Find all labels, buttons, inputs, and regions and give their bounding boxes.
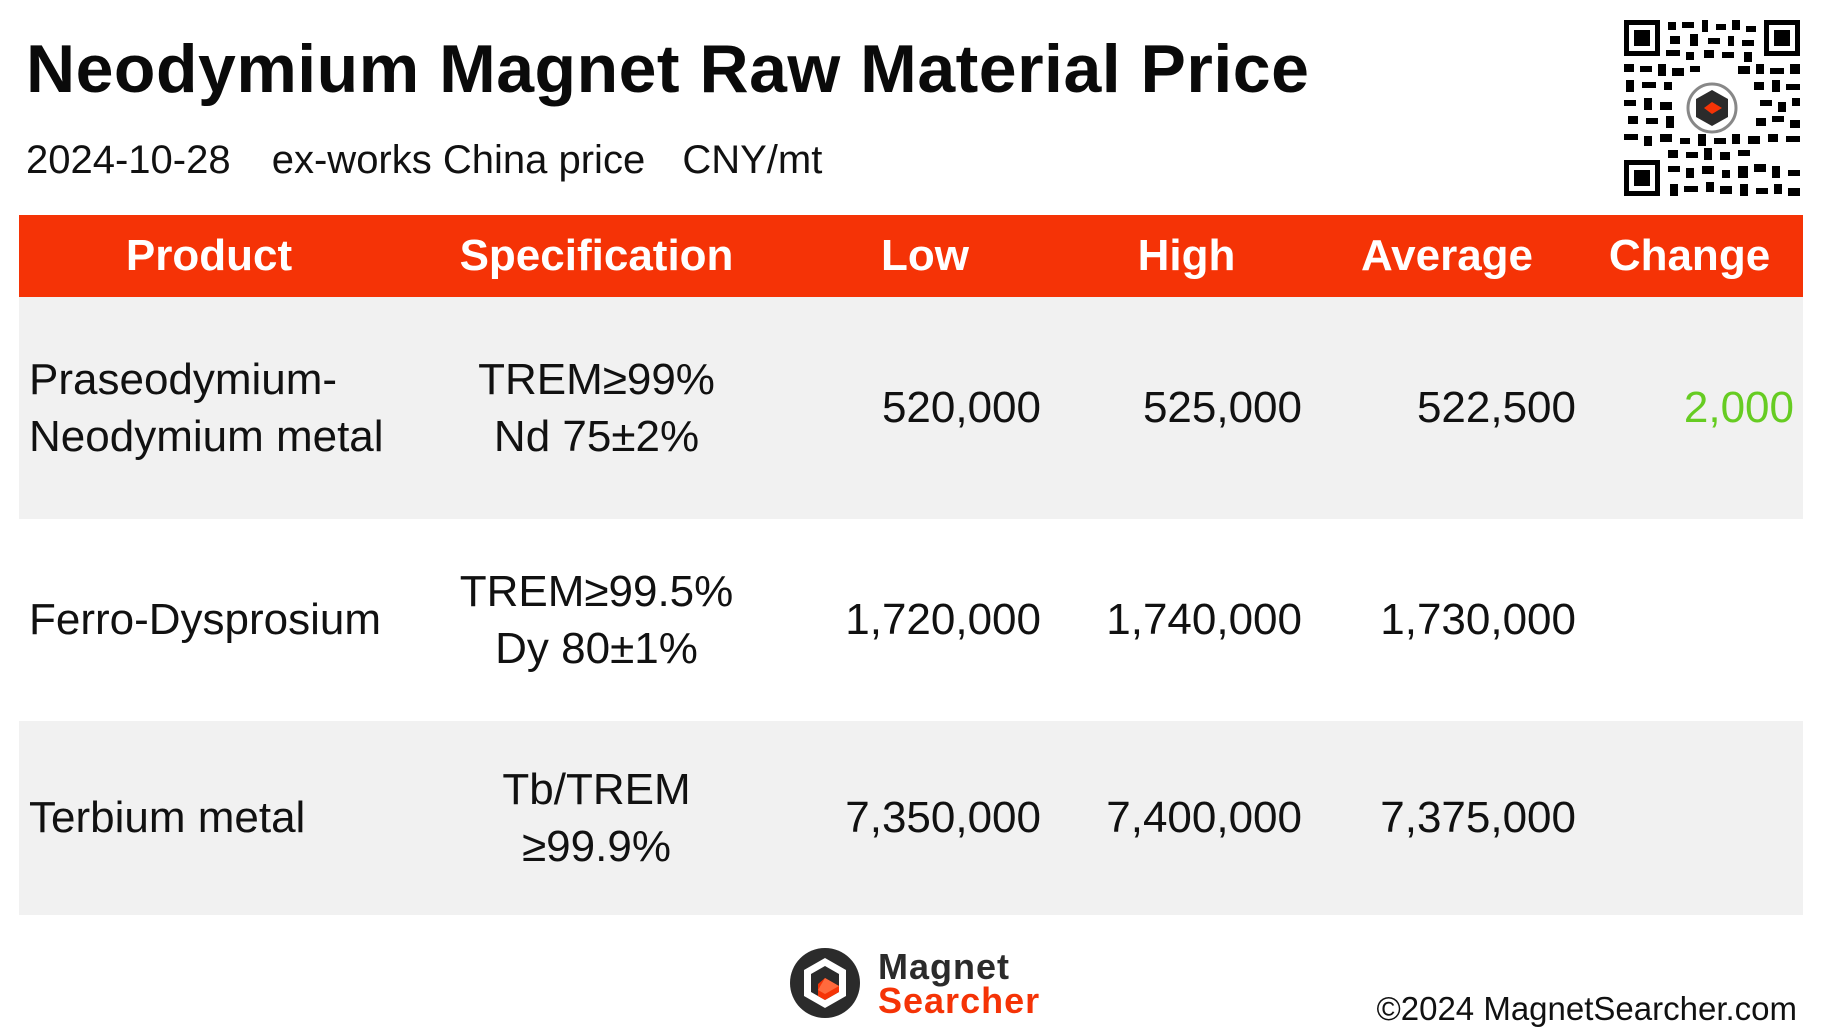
table-row: Terbium metal Tb/TREM ≥99.9% 7,350,000 7… [19, 721, 1803, 915]
price-date: 2024-10-28 [26, 138, 231, 182]
low-price: 520,000 [881, 383, 1041, 433]
product-cell: Terbium metal [29, 721, 429, 915]
table-row: Praseodymium- Neodymium metal TREM≥99% N… [19, 297, 1803, 519]
product-cell: Praseodymium- Neodymium metal [29, 297, 429, 519]
page-title: Neodymium Magnet Raw Material Price [26, 31, 1310, 107]
product-name-line1: Terbium metal [29, 793, 306, 843]
header-average: Average [1360, 231, 1534, 280]
subtitle: 2024-10-28 ex-works China price CNY/mt [26, 138, 848, 183]
low-price: 1,720,000 [845, 595, 1041, 645]
spec-line2: Dy 80±1% [495, 624, 698, 673]
spec-line2: Nd 75±2% [493, 412, 700, 461]
product-name-line2: Neodymium metal [29, 412, 384, 461]
table-row: Ferro-Dysprosium TREM≥99.5% Dy 80±1% 1,7… [19, 519, 1803, 721]
spec-line1: Tb/TREM [502, 764, 691, 814]
high-price: 7,400,000 [1106, 793, 1302, 843]
header-low: Low [881, 231, 969, 280]
average-price: 522,500 [1416, 383, 1576, 433]
high-price: 1,740,000 [1106, 595, 1302, 645]
header-product: Product [125, 231, 293, 280]
product-cell: Ferro-Dysprosium [29, 519, 429, 721]
spec-line1: TREM≥99% [478, 354, 715, 404]
header-high: High [1137, 231, 1236, 280]
high-price: 525,000 [1142, 383, 1302, 433]
magnet-searcher-logo-icon [790, 948, 860, 1018]
product-name-line1: Praseodymium- [29, 354, 338, 404]
average-price: 1,730,000 [1380, 595, 1576, 645]
spec-line2: ≥99.9% [522, 822, 671, 871]
table-header: Product Specification Low High Average C… [19, 215, 1803, 297]
header-change: Change [1608, 231, 1771, 280]
brand-name-line2: Searcher [878, 980, 1041, 1021]
brand-name-line1: Magnet [878, 946, 1010, 987]
price-change [1576, 519, 1794, 721]
price-basis: ex-works China price [271, 138, 646, 182]
product-name-line1: Ferro-Dysprosium [29, 595, 382, 645]
average-price: 7,375,000 [1380, 793, 1576, 843]
qr-code-icon [1620, 16, 1804, 200]
spec-cell: TREM≥99.5% Dy 80±1% [419, 519, 774, 721]
price-unit: CNY/mt [682, 138, 823, 182]
price-change: 2,000 [1683, 383, 1794, 433]
copyright-notice: ©2024 MagnetSearcher.com [1376, 990, 1797, 1027]
low-price: 7,350,000 [845, 793, 1041, 843]
spec-cell: TREM≥99% Nd 75±2% [419, 297, 774, 519]
spec-cell: Tb/TREM ≥99.9% [419, 721, 774, 915]
price-change [1576, 721, 1794, 915]
spec-line1: TREM≥99.5% [459, 566, 734, 616]
header-specification: Specification [459, 231, 734, 280]
